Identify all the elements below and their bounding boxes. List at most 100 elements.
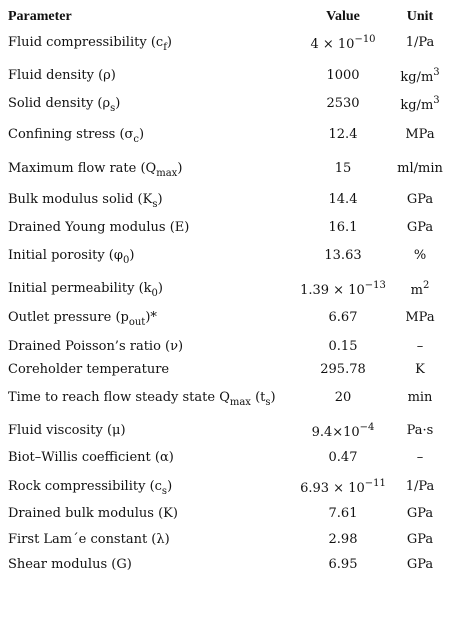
text-run: 6.95	[328, 557, 358, 572]
text-run: Biot–Willis coefficient (α)	[8, 450, 174, 465]
header-cell: Unit	[406, 9, 434, 24]
unit-cell: kg/m3	[386, 95, 454, 114]
text-run: 1/Pa	[405, 35, 435, 50]
text-run: 1/Pa	[405, 479, 435, 494]
superscript: 3	[433, 95, 440, 106]
text-run: Bulk modulus solid (K	[8, 192, 153, 207]
text-run: ml/min	[397, 161, 443, 176]
text-run: Initial permeability (k	[8, 281, 152, 296]
text-run: (t	[250, 390, 266, 405]
text-run: 9.4×10	[311, 425, 360, 440]
value-cell: 4 × 10−10	[283, 34, 403, 53]
text-run: Fluid density (ρ)	[8, 68, 116, 83]
value-cell: 20	[283, 390, 403, 406]
text-run: 15	[334, 161, 352, 176]
text-run: Confining stress (σ	[8, 127, 134, 142]
unit-cell: ml/min	[386, 161, 454, 177]
text-run: 12.4	[328, 127, 358, 142]
text-run: 16.1	[328, 220, 358, 235]
text-run: 13.63	[324, 248, 362, 263]
parameter-cell: Confining stress (σc)	[8, 127, 145, 145]
text-run: )	[115, 96, 121, 111]
text-run: Initial porosity (φ	[8, 248, 123, 263]
text-run: Drained bulk modulus (K)	[8, 506, 178, 521]
text-run: MPa	[405, 310, 435, 325]
subscript: s	[161, 486, 168, 497]
value-cell: 6.67	[283, 310, 403, 326]
header-cell: Parameter	[8, 9, 72, 24]
text-run: )	[139, 127, 145, 142]
text-run: GPa	[406, 532, 434, 547]
subscript: s	[265, 397, 271, 408]
value-cell: 15	[283, 161, 403, 177]
text-run: First Lam´e constant (λ)	[8, 532, 170, 547]
subscript: max	[156, 168, 178, 179]
value-cell: 6.93 × 10−11	[283, 478, 403, 497]
text-run: GPa	[406, 506, 434, 521]
unit-cell: m2	[386, 280, 454, 299]
unit-cell: GPa	[386, 532, 454, 548]
unit-cell: 1/Pa	[386, 479, 454, 495]
text-run: )	[166, 35, 172, 50]
text-run: Coreholder temperature	[8, 362, 170, 377]
unit-cell: GPa	[386, 557, 454, 573]
value-cell: 13.63	[283, 248, 403, 264]
subscript: s	[152, 199, 158, 210]
superscript: −11	[364, 478, 386, 489]
text-run: Drained Poisson’s ratio (ν)	[8, 339, 184, 354]
parameter-cell: Drained Young modulus (E)	[8, 220, 189, 236]
text-run: 7.61	[328, 506, 358, 521]
parameter-cell: Shear modulus (G)	[8, 557, 132, 573]
text-run: Maximum flow rate (Q	[8, 161, 157, 176]
parameter-cell: Outlet pressure (pout)*	[8, 310, 157, 328]
text-run: 0.47	[328, 450, 358, 465]
text-run: GPa	[406, 192, 434, 207]
parameter-cell: Drained Poisson’s ratio (ν)	[8, 339, 183, 355]
unit-cell: GPa	[386, 506, 454, 522]
parameter-cell: Bulk modulus solid (Ks)	[8, 192, 163, 210]
superscript: 2	[422, 280, 430, 291]
text-run: 1000	[326, 68, 360, 83]
text-run: –	[416, 339, 424, 354]
superscript: −4	[359, 422, 375, 433]
parameter-cell: Fluid density (ρ)	[8, 68, 116, 84]
text-run: )	[167, 479, 173, 494]
text-run: 2530	[326, 96, 360, 111]
value-cell: 1000	[283, 68, 403, 84]
unit-cell: GPa	[386, 192, 454, 208]
subscript: max	[229, 397, 251, 408]
text-run: Fluid viscosity (μ)	[8, 423, 126, 438]
text-run: 6.93 × 10	[300, 481, 365, 496]
subscript: out	[128, 317, 146, 328]
parameter-cell: Fluid viscosity (μ)	[8, 423, 126, 439]
text-run: kg/m	[400, 70, 434, 85]
unit-cell: kg/m3	[386, 68, 454, 86]
parameter-cell: Maximum flow rate (Qmax)	[8, 161, 182, 179]
text-run: )*	[145, 310, 157, 325]
text-run: 1.39 × 10	[300, 283, 365, 298]
text-run: –	[416, 450, 424, 465]
value-cell: 1.39 × 10−13	[283, 281, 403, 299]
text-run: min	[407, 390, 433, 405]
parameter-cell: Time to reach flow steady state Qmax (ts…	[8, 390, 276, 408]
value-cell: 12.4	[283, 127, 403, 143]
text-run: 0.15	[328, 339, 358, 354]
unit-cell: Pa·s	[386, 423, 454, 439]
unit-cell: MPa	[386, 310, 454, 326]
parameter-cell: Initial porosity (φ0)	[8, 248, 134, 266]
value-cell: 6.95	[283, 557, 403, 573]
value-cell: 16.1	[283, 220, 403, 236]
text-run: Shear modulus (G)	[8, 557, 132, 572]
value-cell: 0.47	[283, 450, 403, 466]
value-cell: 2530	[283, 96, 403, 112]
subscript: 0	[122, 255, 130, 266]
text-run: GPa	[406, 557, 434, 572]
header-cell: Value	[326, 9, 360, 24]
superscript: −10	[354, 34, 376, 45]
value-cell: 9.4×10−4	[283, 422, 403, 441]
text-run: Drained Young modulus (E)	[8, 220, 190, 235]
unit-cell: GPa	[386, 220, 454, 236]
text-run: Fluid compressibility (c	[8, 35, 164, 50]
text-run: GPa	[406, 220, 434, 235]
